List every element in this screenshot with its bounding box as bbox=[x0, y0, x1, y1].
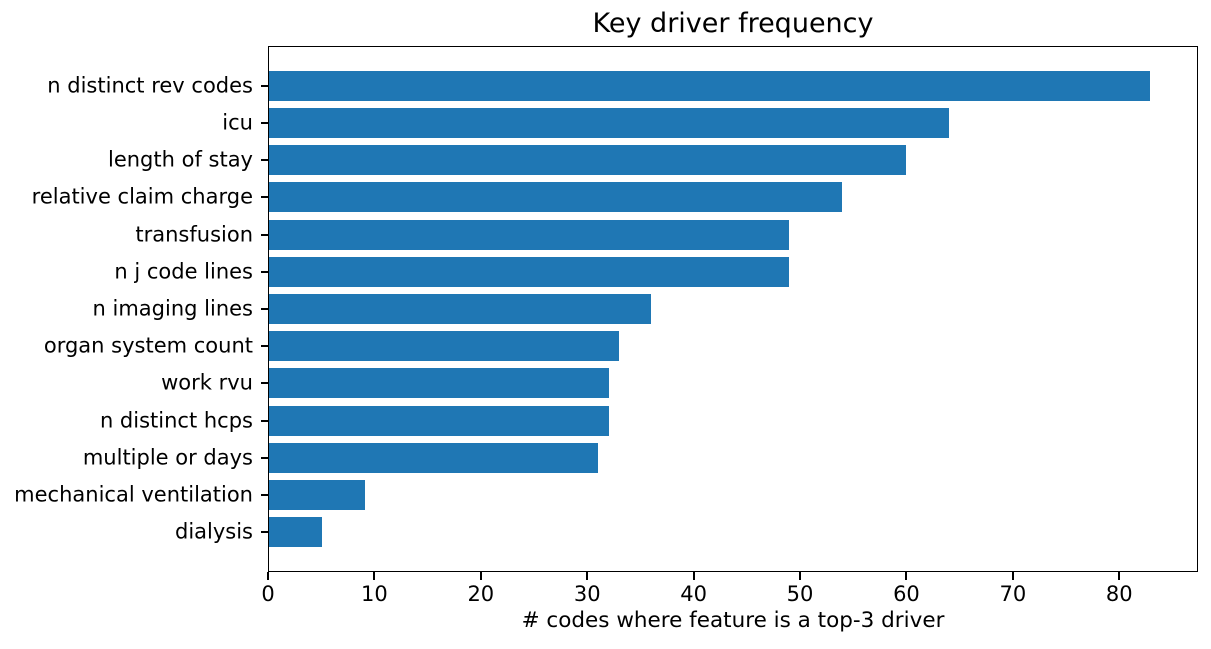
y-tick-label: relative claim charge bbox=[31, 184, 253, 209]
y-tick-mark bbox=[261, 233, 269, 236]
x-tick-mark bbox=[905, 572, 908, 580]
bar bbox=[269, 256, 790, 287]
bar bbox=[269, 480, 365, 511]
bar-row: transfusion bbox=[135, 216, 1197, 253]
bar bbox=[269, 70, 1151, 101]
bar bbox=[269, 107, 949, 138]
x-tick-label: 40 bbox=[680, 582, 707, 606]
x-tick-mark bbox=[267, 572, 269, 580]
x-tick-label: 50 bbox=[786, 582, 814, 606]
bar bbox=[269, 331, 620, 362]
y-tick-label: n distinct rev codes bbox=[47, 73, 253, 98]
bar-row: relative claim charge bbox=[32, 179, 1197, 216]
bar-row: n imaging lines bbox=[93, 290, 1197, 327]
plot-area: n distinct rev codes icu length of stay rel… bbox=[14, 46, 1198, 572]
x-tick-mark bbox=[1118, 572, 1121, 580]
bar-row: organ system count bbox=[44, 328, 1197, 365]
y-tick-label: work rvu bbox=[161, 370, 253, 395]
y-tick-label: n j code lines bbox=[114, 259, 253, 284]
y-tick-label: organ system count bbox=[43, 333, 253, 358]
x-axis: 0 10 20 30 40 50 60 70 80 bbox=[261, 572, 1198, 636]
bar bbox=[269, 405, 609, 436]
x-tick-label: 80 bbox=[1105, 582, 1133, 606]
x-tick-label: 30 bbox=[573, 582, 601, 606]
y-tick-mark bbox=[261, 84, 269, 87]
y-tick-mark bbox=[261, 382, 269, 385]
y-tick-mark bbox=[261, 345, 269, 348]
y-tick-mark bbox=[261, 494, 269, 497]
x-tick-mark bbox=[479, 572, 482, 580]
y-tick-label: multiple or days bbox=[82, 445, 253, 470]
x-tick-mark bbox=[692, 572, 695, 580]
bar bbox=[269, 368, 609, 399]
chart-title: Key driver frequency bbox=[592, 8, 874, 39]
x-tick-label: 10 bbox=[361, 582, 388, 606]
x-tick-mark bbox=[373, 572, 376, 580]
y-tick-mark bbox=[261, 419, 269, 422]
bar-row: length of stay bbox=[108, 141, 1197, 178]
bar bbox=[269, 517, 323, 548]
bar-row: work rvu bbox=[161, 365, 1197, 402]
x-tick-label: 70 bbox=[999, 582, 1027, 606]
x-tick-label: 20 bbox=[467, 582, 495, 606]
y-tick-mark bbox=[261, 531, 269, 534]
bar-row: n distinct hcps bbox=[100, 402, 1197, 439]
y-tick-mark bbox=[261, 196, 269, 199]
x-tick-label: 0 bbox=[261, 582, 275, 606]
bar-row: dialysis bbox=[175, 514, 1197, 551]
bar bbox=[269, 182, 843, 213]
bar bbox=[269, 442, 599, 473]
bar-row: icu bbox=[222, 104, 1197, 141]
bar bbox=[269, 145, 907, 176]
y-tick-label: length of stay bbox=[107, 147, 253, 172]
x-tick-label: 60 bbox=[893, 582, 920, 606]
y-tick-label: transfusion bbox=[135, 222, 253, 247]
bar-row: n distinct rev codes bbox=[47, 67, 1197, 104]
y-tick-mark bbox=[261, 159, 269, 162]
y-tick-mark bbox=[261, 308, 269, 311]
y-tick-label: n distinct hcps bbox=[99, 408, 253, 433]
bar-row: mechanical ventilation bbox=[14, 477, 1197, 514]
x-tick-mark bbox=[799, 572, 802, 580]
y-tick-mark bbox=[261, 270, 269, 273]
x-tick-mark bbox=[586, 572, 589, 580]
bars-container: n distinct rev codes icu length of stay rel… bbox=[14, 47, 1197, 571]
y-tick-label: n imaging lines bbox=[92, 296, 253, 321]
x-axis-label: # codes where feature is a top-3 driver bbox=[521, 608, 945, 633]
y-tick-label: mechanical ventilation bbox=[14, 482, 253, 507]
y-tick-mark bbox=[261, 121, 269, 124]
y-tick-label: dialysis bbox=[174, 519, 253, 544]
x-tick-mark bbox=[1011, 572, 1014, 580]
bar bbox=[269, 294, 652, 325]
bar-row: n j code lines bbox=[114, 253, 1197, 290]
bar-row: multiple or days bbox=[83, 439, 1197, 476]
y-tick-label: icu bbox=[222, 110, 253, 135]
bar bbox=[269, 219, 790, 250]
y-tick-mark bbox=[261, 456, 269, 459]
